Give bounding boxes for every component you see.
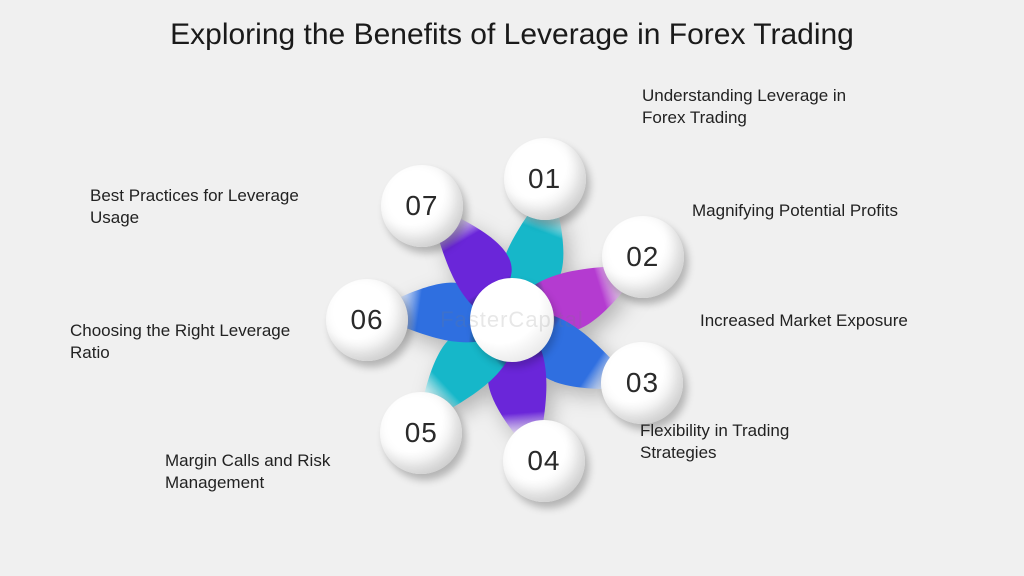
item-label-02: Magnifying Potential Profits xyxy=(692,200,898,222)
number-ball-07: 07 xyxy=(381,165,463,247)
pinwheel-hub xyxy=(470,278,554,362)
number-ball-label: 03 xyxy=(626,367,659,399)
item-label-07: Best Practices for Leverage Usage xyxy=(90,185,320,229)
number-ball-label: 04 xyxy=(527,445,560,477)
item-label-04: Flexibility in Trading Strategies xyxy=(640,420,870,464)
number-ball-label: 07 xyxy=(405,190,438,222)
page-title: Exploring the Benefits of Leverage in Fo… xyxy=(0,18,1024,52)
number-ball-label: 06 xyxy=(350,304,383,336)
number-ball-04: 04 xyxy=(503,420,585,502)
number-ball-label: 02 xyxy=(626,241,659,273)
number-ball-02: 02 xyxy=(602,216,684,298)
number-ball-label: 05 xyxy=(405,417,438,449)
item-label-06: Choosing the Right Leverage Ratio xyxy=(70,320,300,364)
item-label-03: Increased Market Exposure xyxy=(700,310,908,332)
number-ball-label: 01 xyxy=(528,163,561,195)
number-ball-01: 01 xyxy=(504,138,586,220)
number-ball-03: 03 xyxy=(601,342,683,424)
number-ball-06: 06 xyxy=(326,279,408,361)
item-label-01: Understanding Leverage in Forex Trading xyxy=(642,85,872,129)
infographic-stage: Exploring the Benefits of Leverage in Fo… xyxy=(0,0,1024,576)
item-label-05: Margin Calls and Risk Management xyxy=(165,450,395,494)
